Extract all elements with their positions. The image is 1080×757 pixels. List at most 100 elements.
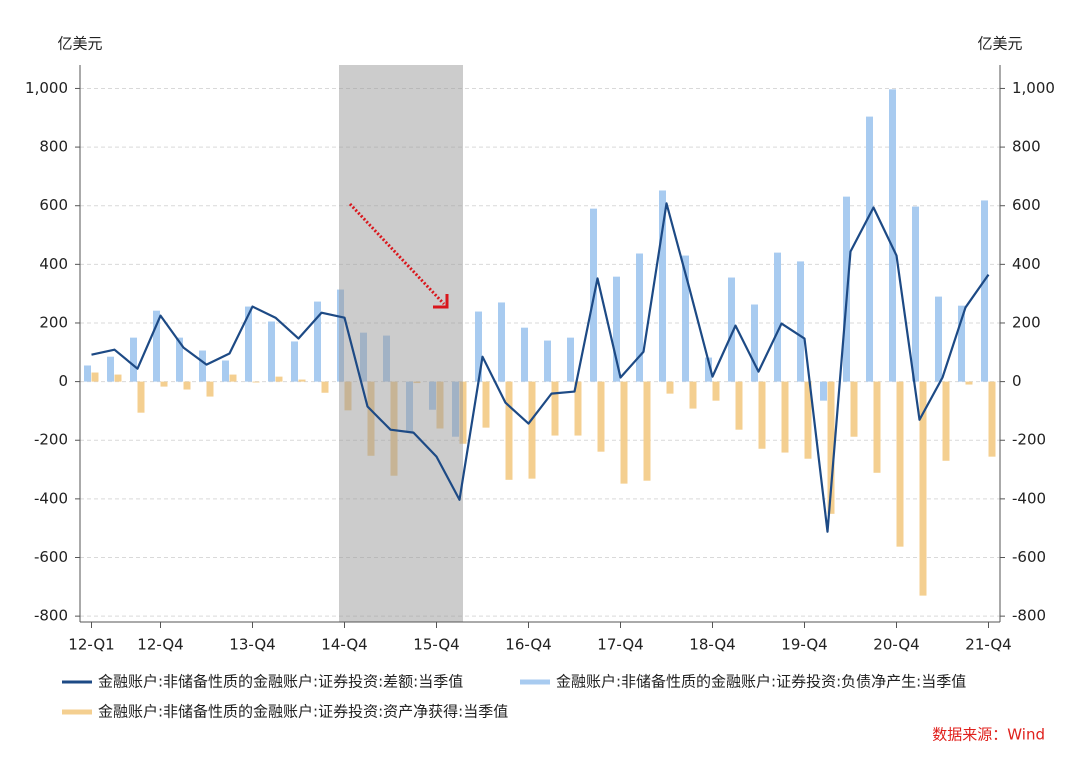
bar (712, 381, 720, 401)
x-tick-label: 20-Q4 (873, 636, 919, 654)
bar (912, 206, 919, 382)
bar (314, 301, 321, 382)
y-tick-label: 200 (39, 313, 68, 331)
x-tick-label: 16-Q4 (505, 636, 551, 654)
grid (80, 87, 1000, 617)
bar (298, 379, 306, 382)
bar (827, 381, 835, 514)
bar (498, 302, 505, 382)
bar (705, 357, 712, 382)
bar (544, 340, 551, 382)
arrow-head (433, 294, 449, 309)
bar (751, 304, 758, 382)
bar (942, 381, 950, 461)
bar (137, 381, 145, 413)
y-tick-label: -600 (34, 548, 68, 566)
bar (620, 381, 628, 484)
y2-tick-label: 800 (1012, 138, 1041, 156)
y2-tick-label: 400 (1012, 255, 1041, 273)
y2-tick-label: 600 (1012, 196, 1041, 214)
bar (643, 381, 651, 481)
line (91, 202, 990, 533)
bar (291, 341, 298, 382)
y-tick-label: 0 (58, 372, 68, 390)
bars (84, 89, 996, 596)
highlight-period (339, 65, 463, 622)
x-tick-label: 19-Q4 (781, 636, 827, 654)
bar (252, 381, 260, 383)
bar (475, 311, 482, 382)
y-tick-label: 800 (39, 138, 68, 156)
bar (774, 252, 781, 382)
axes: -800 -600 -400 -200 0 200 400 600 800 1,000 -800 -6… (25, 65, 1055, 654)
arrow-line (348, 202, 446, 306)
x-tick-label: 14-Q4 (321, 636, 367, 654)
source: 数据来源：Wind (932, 726, 1045, 744)
y2-tick-label: -200 (1012, 431, 1046, 449)
bar (528, 381, 536, 479)
y-tick-label: 1,000 (25, 79, 68, 97)
bar (91, 372, 99, 382)
y2-tick-label: 0 (1012, 372, 1022, 390)
y2-unit: 亿美元 (977, 35, 1022, 53)
bar (889, 89, 896, 382)
y-tick-label: 400 (39, 255, 68, 273)
bar (160, 381, 168, 387)
bar (981, 200, 988, 382)
bar (896, 381, 904, 547)
bar (659, 190, 666, 382)
bar (850, 381, 858, 437)
bar (781, 381, 789, 453)
x-tick-label: 15-Q4 (413, 636, 459, 654)
x-tick-label: 21-Q4 (965, 636, 1011, 654)
x-tick-label: 13-Q4 (229, 636, 275, 654)
y2-tick-label: -400 (1012, 489, 1046, 507)
bar (482, 381, 490, 428)
legend-label: 金融账户:非储备性质的金融账户:证券投资:资产净获得:当季值 (98, 703, 508, 721)
y-tick-label: -200 (34, 431, 68, 449)
y-tick-label: 600 (39, 196, 68, 214)
bar (176, 337, 183, 382)
bar (965, 381, 973, 385)
bar (521, 327, 528, 382)
bar (153, 310, 160, 382)
bar (130, 337, 137, 382)
bar (199, 350, 206, 382)
bar (728, 277, 735, 382)
bar (275, 376, 283, 382)
y-tick-label: -400 (34, 489, 68, 507)
bar (574, 381, 582, 436)
x-tick-label: 18-Q4 (689, 636, 735, 654)
legend-label: 金融账户:非储备性质的金融账户:证券投资:差额:当季值 (98, 673, 463, 691)
bar (114, 374, 122, 382)
bar (666, 381, 674, 394)
legend-label: 金融账户:非储备性质的金融账户:证券投资:负债净产生:当季值 (556, 673, 966, 691)
y2-tick-label: -600 (1012, 548, 1046, 566)
bar (935, 296, 942, 382)
bar (636, 253, 643, 382)
bar (551, 381, 559, 436)
bar (183, 381, 191, 390)
bar (206, 381, 214, 397)
bar (222, 360, 229, 382)
y2-tick-label: -800 (1012, 607, 1046, 625)
bar (268, 321, 275, 382)
y-tick-label: -800 (34, 607, 68, 625)
bar (505, 381, 513, 480)
x-tick-label: 12-Q1 (68, 636, 114, 654)
bar (866, 116, 873, 382)
bar (567, 337, 574, 382)
legend: 金融账户:非储备性质的金融账户:证券投资:差额:当季值金融账户:非储备性质的金融… (62, 673, 966, 721)
bar (682, 255, 689, 382)
bar (958, 305, 965, 382)
bar (107, 356, 114, 382)
bar (321, 381, 329, 393)
bar (735, 381, 743, 430)
bar (597, 381, 605, 452)
bar (689, 381, 697, 409)
bar (988, 381, 996, 457)
bar (797, 261, 804, 382)
x-tick-label: 12-Q4 (137, 636, 183, 654)
y-unit: 亿美元 (57, 35, 102, 53)
